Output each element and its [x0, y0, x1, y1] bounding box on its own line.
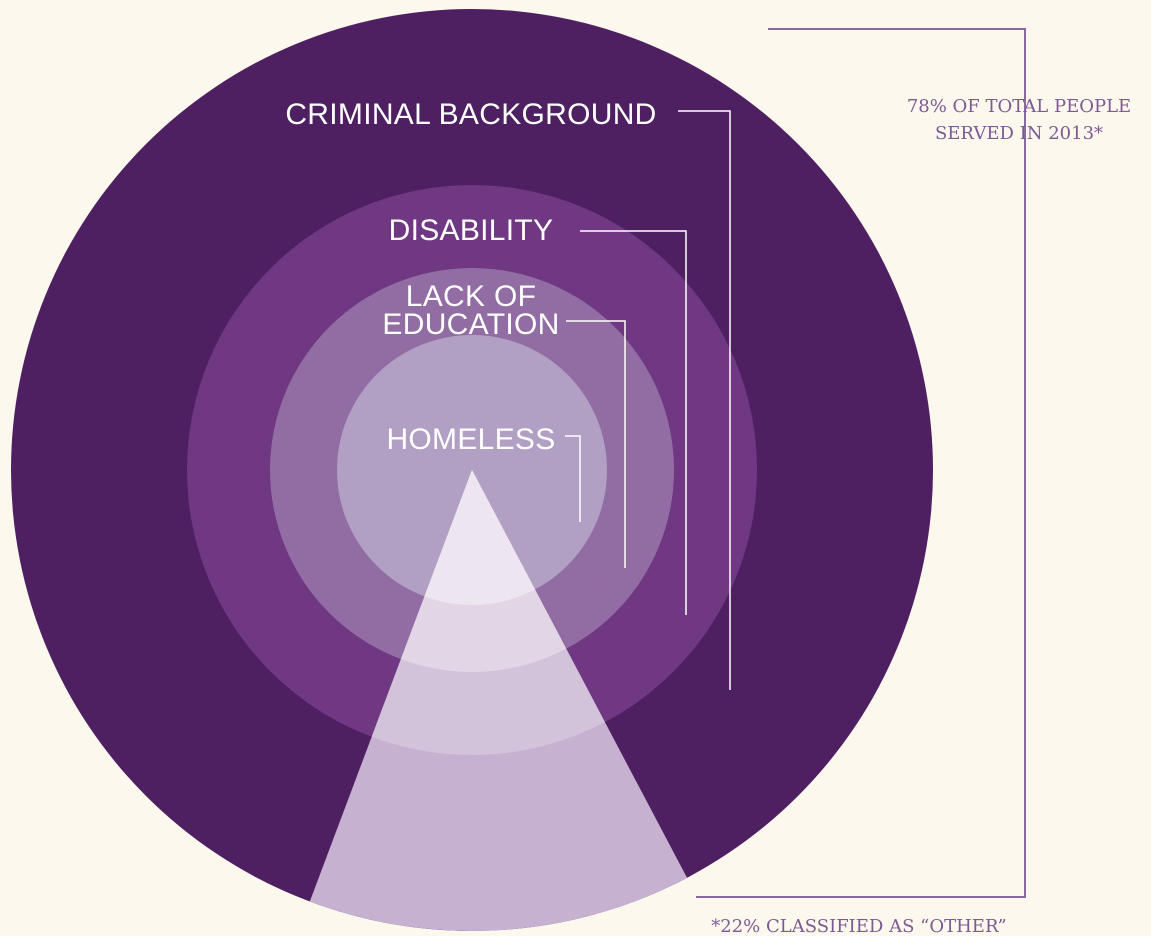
percent-disability: 18	[602, 631, 640, 669]
percent-sign-criminal-background: %	[725, 719, 741, 739]
label-disability: DISABILITY	[389, 214, 554, 247]
footnote: *22% CLASSIFIED AS “OTHER”	[711, 916, 1006, 936]
label-criminal-background: CRIMINAL BACKGROUND	[285, 98, 656, 131]
leader-line-lack-of-education	[566, 320, 626, 568]
percent-sign-homeless: %	[553, 524, 566, 540]
label-lack-of-education: LACK OF EDUCATION	[382, 280, 559, 341]
wedge-homeless	[424, 470, 535, 606]
percent-homeless: 4	[536, 525, 552, 556]
leader-lines-layer	[565, 110, 731, 690]
wedge-layer	[309, 470, 687, 931]
bracket-layer: 78% OF TOTAL PEOPLE SERVED IN 2013* *22% C…	[696, 28, 1131, 936]
leader-line-homeless	[565, 435, 581, 522]
percent-sign-disability: %	[641, 631, 656, 650]
leader-line-disability	[580, 230, 687, 615]
percent-criminal-background: 47	[682, 719, 724, 761]
percent-lack-of-education: 9	[583, 578, 600, 611]
label-homeless: HOMELESS	[386, 423, 555, 456]
bracket-note: 78% OF TOTAL PEOPLE SERVED IN 2013*	[907, 96, 1131, 144]
category-labels-layer: CRIMINAL BACKGROUND DISABILITY LACK OF EDUC…	[285, 98, 656, 456]
total-bracket	[696, 28, 1026, 898]
percent-sign-lack-of-education: %	[601, 578, 614, 595]
percent-labels-layer: 47 %18 %9 %4%	[536, 524, 741, 761]
leader-line-criminal-background	[678, 110, 731, 690]
